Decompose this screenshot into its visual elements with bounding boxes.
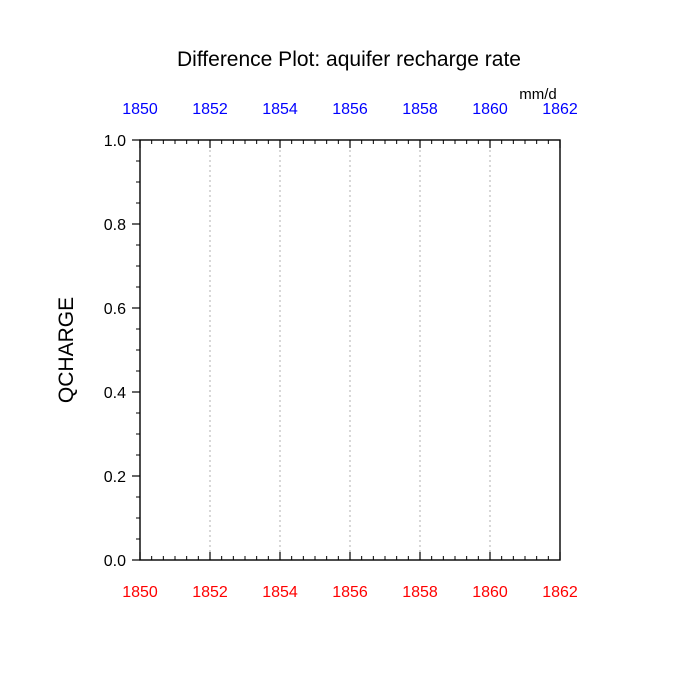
x-tick-label-top: 1862: [542, 101, 578, 118]
y-tick-label: 0.4: [104, 385, 126, 402]
y-tick-label: 0.0: [104, 553, 126, 570]
x-tick-label-bottom: 1850: [122, 584, 158, 601]
x-tick-label-top: 1858: [402, 101, 438, 118]
x-tick-label-bottom: 1860: [472, 584, 508, 601]
x-tick-label-bottom: 1852: [192, 584, 228, 601]
y-tick-label: 0.6: [104, 301, 126, 318]
x-tick-label-bottom: 1856: [332, 584, 368, 601]
y-tick-label: 0.2: [104, 469, 126, 486]
y-tick-label: 1.0: [104, 133, 126, 150]
x-tick-label-top: 1852: [192, 101, 228, 118]
tick-labels: 1850 1850 1852 1852 1854 1854 1856 1856 1858 1858…: [104, 101, 578, 601]
x-tick-label-top: 1854: [262, 101, 298, 118]
y-tick-label: 0.8: [104, 217, 126, 234]
plot-frame: [139, 139, 561, 561]
x-tick-label-top: 1850: [122, 101, 158, 118]
grid-lines: [209, 140, 491, 560]
axis-ticks: [132, 139, 561, 561]
chart-title: Difference Plot: aquifer recharge rate: [177, 48, 521, 71]
y-axis-label: QCHARGE: [55, 297, 78, 403]
x-tick-label-top: 1856: [332, 101, 368, 118]
x-tick-label-bottom: 1858: [402, 584, 438, 601]
x-tick-label-bottom: 1862: [542, 584, 578, 601]
units-label: mm/d: [519, 86, 557, 103]
x-tick-label-top: 1860: [472, 101, 508, 118]
x-tick-label-bottom: 1854: [262, 584, 298, 601]
